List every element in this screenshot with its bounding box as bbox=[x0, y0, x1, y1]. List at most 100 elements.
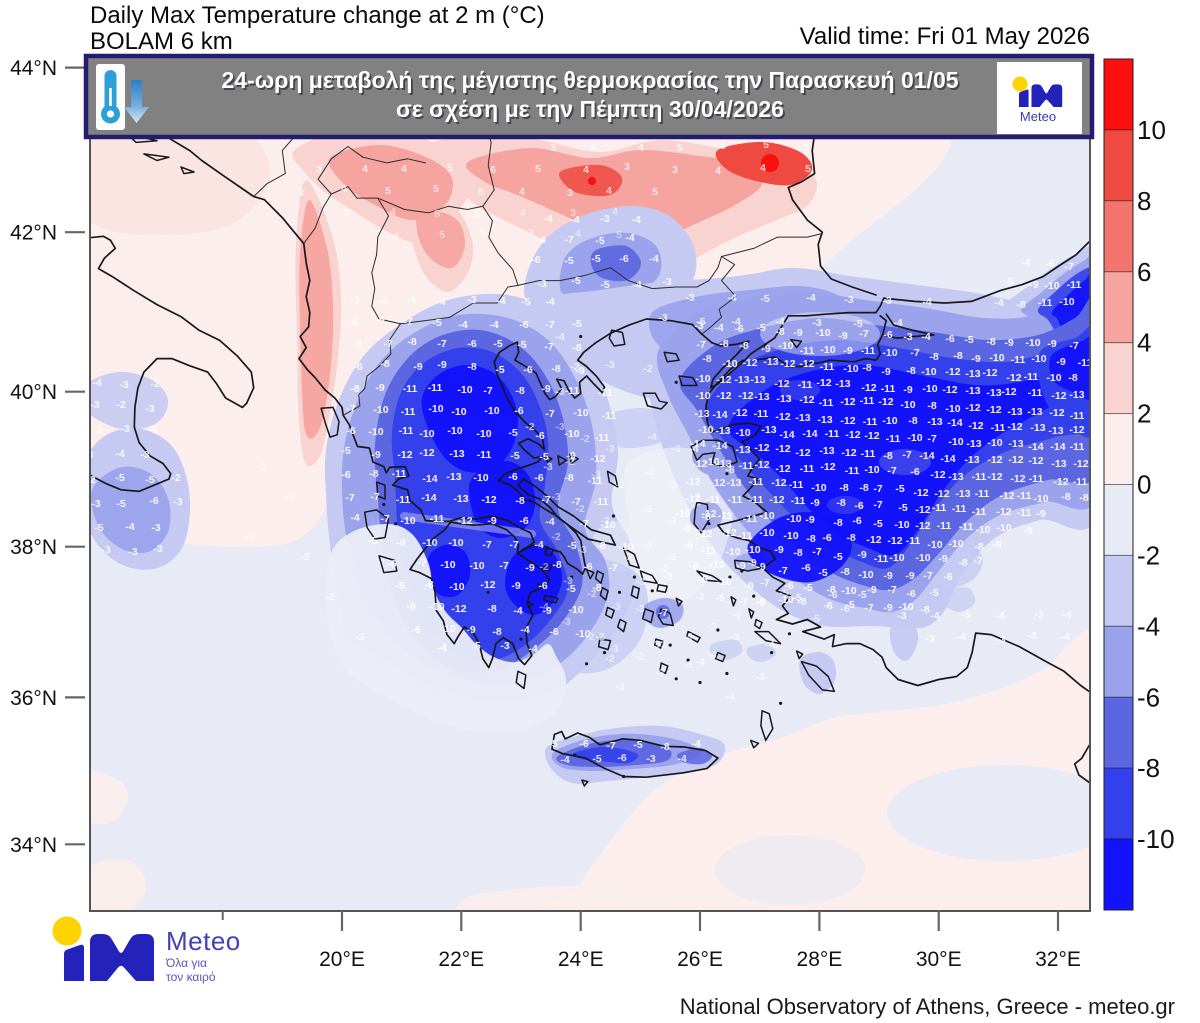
svg-text:-10: -10 bbox=[722, 358, 737, 370]
svg-text:-12: -12 bbox=[915, 504, 930, 516]
svg-text:-2: -2 bbox=[580, 433, 589, 445]
svg-text:-5: -5 bbox=[600, 279, 609, 291]
svg-text:-6: -6 bbox=[467, 338, 476, 350]
svg-text:-8: -8 bbox=[775, 326, 784, 338]
svg-text:-4: -4 bbox=[707, 649, 716, 661]
svg-text:-12: -12 bbox=[1053, 476, 1068, 488]
svg-text:-10: -10 bbox=[698, 424, 713, 436]
svg-text:-9: -9 bbox=[756, 596, 765, 608]
svg-text:-4: -4 bbox=[458, 319, 467, 331]
svg-text:τον καιρό: τον καιρό bbox=[166, 970, 216, 984]
svg-text:-5: -5 bbox=[508, 427, 517, 439]
svg-text:-13: -13 bbox=[955, 488, 970, 500]
svg-text:-9: -9 bbox=[406, 601, 415, 613]
svg-text:-8: -8 bbox=[407, 336, 416, 348]
svg-text:Valid time: Fri 01 May 2026: Valid time: Fri 01 May 2026 bbox=[800, 23, 1090, 50]
svg-text:-2: -2 bbox=[645, 466, 654, 478]
svg-text:-7: -7 bbox=[499, 560, 508, 572]
svg-text:10: 10 bbox=[1137, 115, 1166, 145]
svg-text:-6: -6 bbox=[906, 588, 915, 600]
svg-text:-10: -10 bbox=[759, 510, 774, 522]
svg-text:-4: -4 bbox=[631, 214, 640, 226]
svg-text:-4: -4 bbox=[545, 516, 554, 528]
svg-text:-4: -4 bbox=[677, 753, 686, 765]
svg-text:-11: -11 bbox=[702, 545, 717, 557]
svg-text:-5: -5 bbox=[471, 640, 480, 652]
svg-text:-8: -8 bbox=[806, 533, 815, 545]
svg-text:-8: -8 bbox=[986, 336, 995, 348]
svg-text:-10: -10 bbox=[989, 352, 1004, 364]
svg-text:-5: -5 bbox=[696, 316, 705, 328]
svg-text:-13: -13 bbox=[1008, 438, 1023, 450]
svg-text:-5: -5 bbox=[510, 450, 519, 462]
svg-text:-13: -13 bbox=[734, 374, 749, 386]
svg-text:-12: -12 bbox=[775, 443, 790, 455]
svg-text:-12: -12 bbox=[864, 430, 879, 442]
svg-text:-6: -6 bbox=[535, 430, 544, 442]
svg-text:-3: -3 bbox=[561, 616, 570, 628]
svg-text:-4: -4 bbox=[649, 253, 658, 265]
svg-text:4: 4 bbox=[520, 207, 526, 219]
svg-text:-2: -2 bbox=[667, 551, 676, 563]
svg-text:-5: -5 bbox=[352, 338, 361, 350]
svg-text:5: 5 bbox=[474, 208, 480, 220]
svg-text:-13: -13 bbox=[795, 412, 810, 424]
svg-text:-11: -11 bbox=[972, 471, 987, 483]
svg-text:-9: -9 bbox=[1056, 356, 1065, 368]
svg-text:-12: -12 bbox=[716, 390, 731, 402]
svg-text:-13: -13 bbox=[735, 444, 750, 456]
svg-text:-3: -3 bbox=[615, 681, 624, 693]
svg-text:-10: -10 bbox=[447, 425, 462, 437]
svg-text:2: 2 bbox=[1137, 399, 1151, 429]
svg-text:-8: -8 bbox=[1016, 299, 1025, 311]
svg-text:-6: -6 bbox=[840, 603, 849, 615]
svg-text:-11: -11 bbox=[430, 513, 445, 525]
svg-text:-12: -12 bbox=[590, 453, 605, 465]
svg-text:-11: -11 bbox=[706, 494, 721, 506]
svg-text:-8: -8 bbox=[840, 566, 849, 578]
svg-text:-4: -4 bbox=[714, 322, 723, 334]
svg-text:-2: -2 bbox=[539, 561, 548, 573]
svg-text:-8: -8 bbox=[702, 353, 711, 365]
svg-text:-10: -10 bbox=[820, 344, 835, 356]
svg-text:-11: -11 bbox=[1017, 490, 1032, 502]
svg-text:-4: -4 bbox=[689, 443, 698, 455]
svg-text:-7: -7 bbox=[927, 433, 936, 445]
svg-text:-12: -12 bbox=[987, 454, 1002, 466]
svg-text:-11: -11 bbox=[798, 379, 813, 391]
svg-text:-9: -9 bbox=[1047, 338, 1056, 350]
svg-text:-7: -7 bbox=[812, 546, 821, 558]
svg-text:3: 3 bbox=[624, 161, 630, 173]
svg-text:-12: -12 bbox=[701, 508, 716, 520]
svg-text:-3: -3 bbox=[355, 631, 364, 643]
svg-text:-14: -14 bbox=[940, 453, 955, 465]
svg-text:-6: -6 bbox=[619, 253, 628, 265]
svg-text:-12: -12 bbox=[480, 579, 495, 591]
svg-text:-12: -12 bbox=[987, 471, 1002, 483]
svg-text:-12: -12 bbox=[986, 404, 1001, 416]
svg-text:-3: -3 bbox=[605, 359, 614, 371]
svg-text:-12: -12 bbox=[716, 374, 731, 386]
svg-text:-2: -2 bbox=[325, 591, 334, 603]
svg-text:-11: -11 bbox=[754, 408, 769, 420]
svg-text:-3: -3 bbox=[537, 278, 546, 290]
svg-text:-6: -6 bbox=[883, 329, 892, 341]
svg-text:-14: -14 bbox=[690, 438, 705, 450]
svg-text:-8: -8 bbox=[719, 338, 728, 350]
svg-text:-12: -12 bbox=[419, 447, 434, 459]
svg-text:-4: -4 bbox=[92, 377, 101, 389]
svg-text:-7: -7 bbox=[1064, 261, 1073, 273]
svg-text:-5: -5 bbox=[818, 567, 827, 579]
svg-text:-8: -8 bbox=[836, 497, 845, 509]
svg-text:-14: -14 bbox=[947, 417, 962, 429]
svg-text:-10: -10 bbox=[1025, 337, 1040, 349]
svg-text:-11: -11 bbox=[1017, 507, 1032, 519]
svg-text:-3: -3 bbox=[605, 443, 614, 455]
svg-text:-10: -10 bbox=[618, 541, 633, 553]
svg-text:24-ωρη μεταβολή της μέγιστης θ: 24-ωρη μεταβολή της μέγιστης θερμοκρασία… bbox=[223, 69, 960, 95]
svg-text:-11: -11 bbox=[399, 425, 414, 437]
svg-text:-12: -12 bbox=[887, 535, 902, 547]
svg-text:-6: -6 bbox=[992, 539, 1001, 551]
svg-text:-7: -7 bbox=[579, 518, 588, 530]
svg-text:-9: -9 bbox=[747, 557, 756, 569]
